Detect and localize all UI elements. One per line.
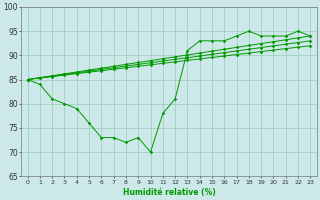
X-axis label: Humidité relative (%): Humidité relative (%)	[123, 188, 215, 197]
